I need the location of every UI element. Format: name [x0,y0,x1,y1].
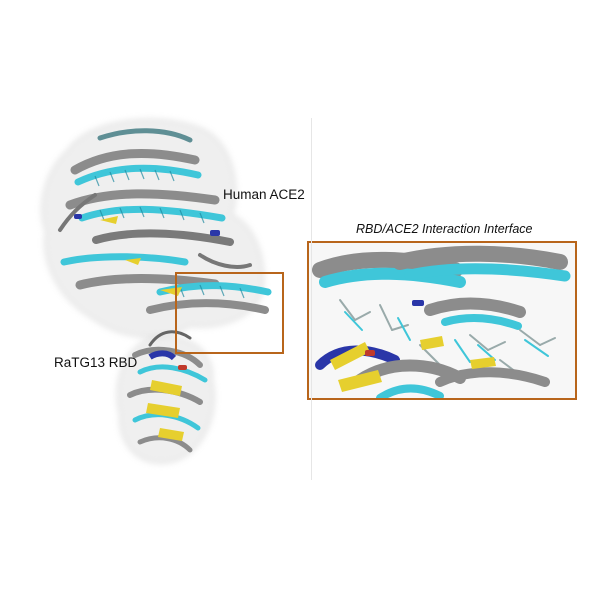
interface-highlight-box [175,272,284,354]
interface-inset [307,241,577,400]
label-ratg13-rbd: RaTG13 RBD [54,355,138,370]
panel-divider [311,118,312,480]
label-interface-title: RBD/ACE2 Interaction Interface [356,222,533,236]
rbd-surface [116,335,216,464]
label-human-ace2: Human ACE2 [223,187,305,202]
helix-coil-marks [94,168,245,299]
rbd-strands [146,350,187,441]
